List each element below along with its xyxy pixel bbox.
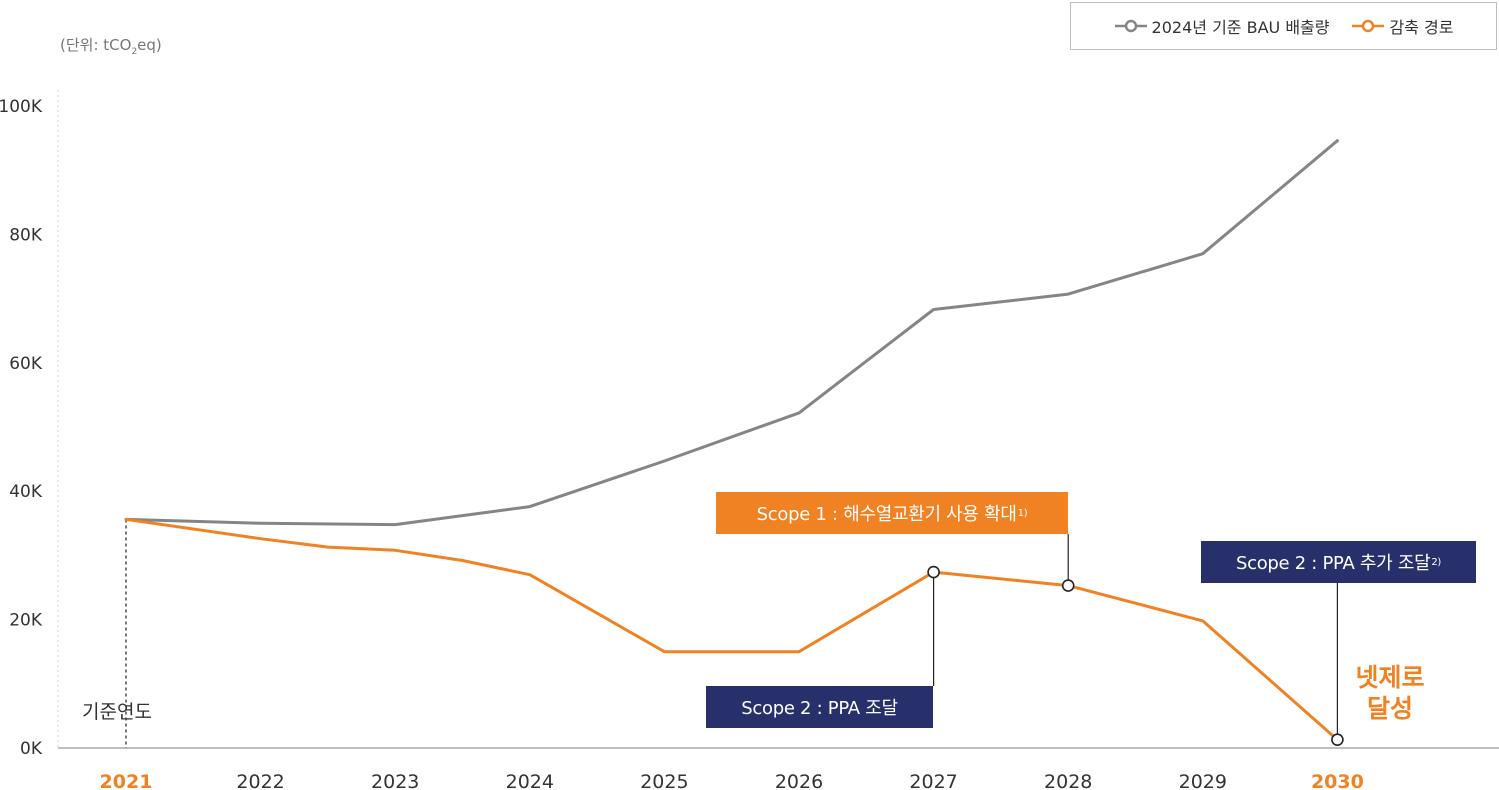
x-tick-label: 2024 (506, 771, 554, 790)
data-point-marker (1061, 579, 1075, 592)
x-tick-label: 2026 (775, 771, 823, 790)
reduction-line-icon (1352, 19, 1385, 33)
x-tick-label: 2023 (371, 771, 419, 790)
x-tick-label: 2029 (1179, 771, 1227, 790)
callout-scope2-ppa: Scope 2 : PPA 조달 (706, 686, 933, 728)
x-tick-label: 2028 (1044, 771, 1092, 790)
reduction-series-line (124, 517, 1339, 742)
y-tick-label: 20K (9, 611, 43, 631)
bau-line-icon (1114, 19, 1147, 33)
callout-scope2-ppa-text: Scope 2 : PPA 조달 (741, 698, 898, 719)
x-tick-label: 2021 (100, 771, 153, 790)
callout-scope2-ppa-add-footnote: 2) (1431, 556, 1442, 568)
unit-label: (단위: tCO2eq) (60, 36, 162, 57)
netzero-label: 넷제로 달성 (1348, 662, 1432, 724)
callout-scope2-ppa-add: Scope 2 : PPA 추가 조달 2) (1201, 541, 1476, 583)
bau-series-line (124, 139, 1339, 527)
y-tick-label: 80K (9, 225, 43, 245)
y-tick-label: 40K (9, 482, 43, 502)
legend-label-bau: 2024년 기준 BAU 배출량 (1151, 18, 1330, 37)
x-tick-label: 2030 (1311, 771, 1364, 790)
x-tick-label: 2027 (909, 771, 957, 790)
data-point-marker (1331, 733, 1344, 746)
base-year-label: 기준연도 (82, 701, 152, 723)
callout-scope1-text: Scope 1 : 해수열교환기 사용 확대 (756, 504, 1017, 525)
x-tick-label: 2022 (236, 771, 284, 790)
callout-scope1-footnote: 1) (1017, 507, 1028, 519)
netzero-line2: 달성 (1366, 694, 1413, 723)
y-tick-label: 0K (20, 739, 43, 759)
legend-item-bau: 2024년 기준 BAU 배출량 (1114, 14, 1330, 38)
legend: 2024년 기준 BAU 배출량 감축 경로 (1070, 2, 1497, 50)
data-point-marker (927, 565, 940, 579)
callout-scope2-ppa-add-text: Scope 2 : PPA 추가 조달 (1235, 553, 1431, 574)
legend-item-reduction: 감축 경로 (1351, 14, 1453, 38)
y-tick-label: 60K (9, 354, 43, 374)
callout-scope1: Scope 1 : 해수열교환기 사용 확대 1) (716, 492, 1068, 534)
x-tick-label: 2025 (640, 771, 688, 790)
y-tick-label: 100K (0, 97, 43, 117)
netzero-line1: 넷제로 (1355, 663, 1425, 692)
legend-label-reduction: 감축 경로 (1389, 18, 1454, 37)
